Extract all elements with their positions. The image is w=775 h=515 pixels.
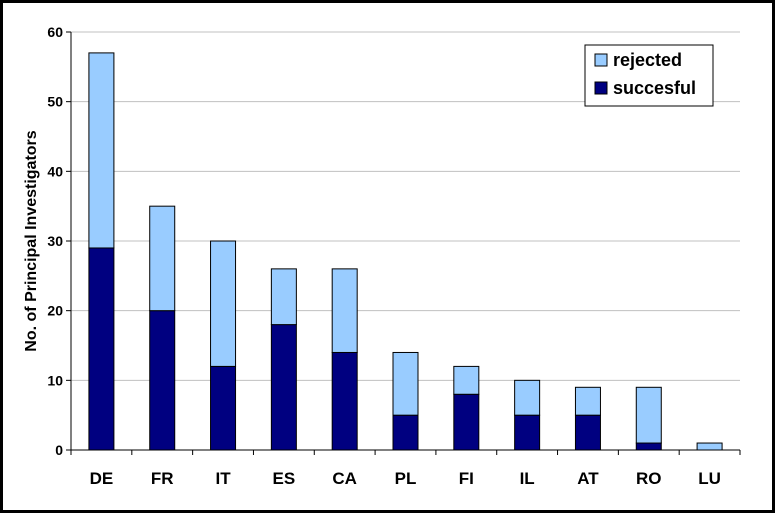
gridlines [71,31,740,381]
bars [88,52,723,451]
stacked-bar-chart: 0 10 20 30 40 50 60 DE FR IT ES CA PL FI IL AT RO LU No.… [23,24,741,488]
bar-rejected-CA [331,268,358,353]
bar-rejected-PL [392,351,419,416]
bar-succesful-DE [88,247,115,451]
x-tick-label-RO: RO [636,469,662,488]
legend-swatch-succesful [594,81,608,95]
x-tick-label-IT: IT [215,469,231,488]
y-axis-label: No. of Principal Investigators [23,130,40,351]
axes [70,32,740,451]
bar-succesful-PL [392,414,419,451]
y-tick-label: 50 [47,94,63,110]
x-tick-label-CA: CA [332,469,357,488]
bar-succesful-ES [270,324,297,451]
bar-succesful-AT [574,414,601,451]
y-tick-label: 30 [47,233,63,249]
x-tick-label-LU: LU [698,469,721,488]
bar-succesful-CA [331,351,358,451]
bar-rejected-ES [270,268,297,326]
x-tick-label-PL: PL [395,469,417,488]
legend-swatch-rejected [594,53,608,67]
bar-succesful-FR [149,310,176,451]
bar-rejected-FR [149,205,176,312]
bar-succesful-RO [635,442,662,451]
y-tick-label: 40 [47,163,63,179]
x-tick-label-IL: IL [520,469,535,488]
bar-rejected-DE [88,52,115,249]
bar-rejected-LU [696,442,723,451]
legend-label-succesful: succesful [613,78,696,98]
bar-rejected-FI [453,365,480,395]
y-axis-ticks: 0 10 20 30 40 50 60 [47,24,71,458]
bar-rejected-RO [635,386,662,444]
y-tick-label: 60 [47,24,63,40]
legend-label-rejected: rejected [613,50,682,70]
x-tick-label-FR: FR [151,469,174,488]
bar-succesful-IL [514,414,541,451]
bar-succesful-FI [453,393,480,451]
y-tick-label: 10 [47,372,63,388]
x-tick-label-DE: DE [90,469,114,488]
x-tick-label-FI: FI [459,469,474,488]
bar-rejected-AT [574,386,601,416]
x-tick-label-AT: AT [577,469,599,488]
bar-rejected-IL [514,379,541,416]
x-axis-categories: DE FR IT ES CA PL FI IL AT RO LU [70,450,741,488]
y-tick-label: 20 [47,303,63,319]
legend: rejected succesful [584,44,714,107]
bar-succesful-IT [210,365,237,451]
y-tick-label: 0 [55,442,63,458]
x-tick-label-ES: ES [273,469,296,488]
bar-rejected-IT [210,240,237,367]
